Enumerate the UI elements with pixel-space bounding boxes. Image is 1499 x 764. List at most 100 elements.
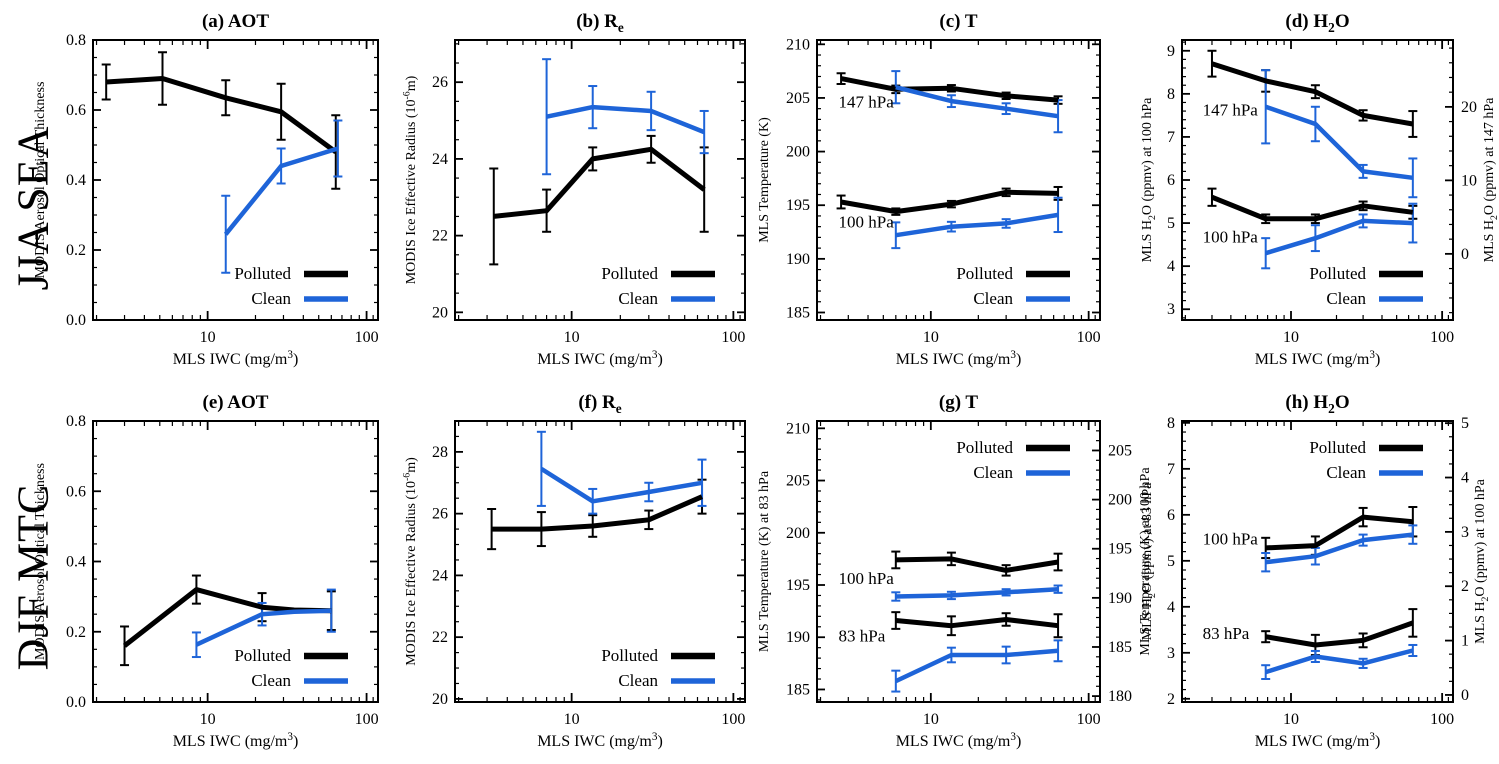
panel-b: 10 100 20 22 24 26 Polluted Clean (b) Re MLS IWC … bbox=[402, 11, 746, 368]
y2-axis-label: MLS H2O (ppmv) at 100 hPa bbox=[1473, 478, 1491, 644]
legend-label-polluted: Polluted bbox=[956, 264, 1013, 283]
y-axis-label: MODIS Aerosol Optical Thickness bbox=[33, 82, 48, 279]
error-bars-clean bbox=[542, 58, 709, 176]
y2-tick-label: 2 bbox=[1461, 578, 1469, 595]
legend-label-clean: Clean bbox=[1326, 289, 1366, 308]
y-tick-label: 205 bbox=[786, 473, 810, 490]
x-tick-label: 100 bbox=[1430, 711, 1454, 728]
series-line-clean-100hPa bbox=[1265, 532, 1414, 565]
series-line-clean bbox=[223, 146, 339, 236]
y-tick-label: 8 bbox=[1167, 86, 1175, 103]
y-tick-label: 200 bbox=[786, 525, 810, 542]
y-tick-label: 0.0 bbox=[66, 694, 86, 711]
y-tick-label: 8 bbox=[1167, 415, 1175, 432]
panel-title: (d) H2O bbox=[1285, 11, 1349, 35]
y-tick-label: 205 bbox=[786, 90, 810, 107]
panel-title: (e) AOT bbox=[203, 392, 269, 413]
panel-g: 10 100 185 190 195 200 205 210 180 185 190 195 200 20… bbox=[757, 392, 1153, 750]
series-line-polluted bbox=[493, 146, 706, 219]
series-line-clean bbox=[195, 608, 332, 647]
y-tick-label: 22 bbox=[432, 228, 448, 245]
y-tick-label: 24 bbox=[432, 151, 448, 168]
y-tick-label: 210 bbox=[786, 36, 810, 53]
y-tick-label: 26 bbox=[432, 506, 448, 523]
x-axis-label: MLS IWC (mg/m3) bbox=[896, 731, 1022, 750]
legend: Polluted Clean bbox=[956, 438, 1070, 482]
pressure-annotation: 147 hPa bbox=[1203, 100, 1259, 119]
y-tick-label: 0.4 bbox=[66, 172, 86, 189]
x-tick-label: 100 bbox=[355, 329, 379, 346]
x-tick-label: 10 bbox=[200, 329, 216, 346]
y-tick-label: 0.8 bbox=[66, 32, 86, 49]
panel-title: (f) Re bbox=[578, 392, 621, 416]
error-bars-polluted bbox=[120, 574, 336, 667]
legend: Polluted Clean bbox=[1309, 264, 1423, 308]
y-tick-label: 0.6 bbox=[66, 483, 86, 500]
series-line-polluted-100hPa bbox=[895, 556, 1059, 573]
panel-title: (b) Re bbox=[576, 11, 624, 35]
y-tick-label: 20 bbox=[432, 304, 448, 321]
y-tick-label: 195 bbox=[786, 197, 810, 214]
pressure-annotation: 83 hPa bbox=[1203, 624, 1250, 643]
x-tick-label: 100 bbox=[721, 711, 745, 728]
x-axis-label: MLS IWC (mg/m3) bbox=[1255, 731, 1381, 750]
series-line-polluted bbox=[491, 494, 703, 532]
series-line-clean-100hPa bbox=[895, 586, 1059, 599]
x-tick-label: 10 bbox=[200, 711, 216, 728]
legend-label-clean: Clean bbox=[251, 289, 291, 308]
y-tick-label: 7 bbox=[1167, 461, 1175, 478]
y-tick-label: 3 bbox=[1167, 301, 1175, 318]
x-tick-label: 100 bbox=[1077, 711, 1101, 728]
legend-label-polluted: Polluted bbox=[1309, 438, 1366, 457]
legend: Polluted Clean bbox=[956, 264, 1070, 308]
pressure-annotation: 100 hPa bbox=[1203, 530, 1259, 549]
y2-tick-label: 0 bbox=[1461, 246, 1469, 263]
y-tick-label: 26 bbox=[432, 74, 448, 91]
y2-tick-label: 0 bbox=[1461, 687, 1469, 704]
x-axis-label: MLS IWC (mg/m3) bbox=[896, 349, 1022, 368]
y-tick-label: 6 bbox=[1167, 507, 1175, 524]
legend-label-polluted: Polluted bbox=[234, 646, 291, 665]
y2-tick-label: 195 bbox=[1108, 541, 1132, 558]
x-tick-label: 10 bbox=[923, 329, 939, 346]
legend: Polluted Clean bbox=[1309, 438, 1423, 482]
legend-label-clean: Clean bbox=[618, 671, 658, 690]
y-tick-label: 3 bbox=[1167, 645, 1175, 662]
error-bars-clean-100hPa bbox=[891, 584, 1063, 602]
legend: Polluted Clean bbox=[234, 264, 348, 308]
row-label-jja-sea: JJA SEA bbox=[8, 125, 58, 291]
y2-tick-label: 185 bbox=[1108, 639, 1132, 656]
plot-frame bbox=[1181, 420, 1454, 703]
x-tick-label: 100 bbox=[721, 329, 745, 346]
series-line-clean-83hPa bbox=[1265, 648, 1414, 675]
series-line-polluted-100hPa bbox=[840, 189, 1059, 215]
pressure-annotation: 100 hPa bbox=[838, 213, 894, 232]
x-axis-label: MLS IWC (mg/m3) bbox=[173, 349, 299, 368]
y2-tick-label: 1 bbox=[1461, 633, 1469, 650]
legend-label-clean: Clean bbox=[618, 289, 658, 308]
y2-axis-label: MLS H2O (ppmv) at 147 hPa bbox=[1482, 97, 1499, 263]
y2-tick-label: 3 bbox=[1461, 524, 1469, 541]
x-tick-label: 100 bbox=[1430, 329, 1454, 346]
series-line-clean bbox=[546, 104, 706, 135]
y-tick-label: 5 bbox=[1167, 553, 1175, 570]
series-line-polluted-83hPa bbox=[1265, 620, 1414, 648]
series-line-clean-147hPa bbox=[895, 85, 1059, 119]
y-tick-label: 28 bbox=[432, 444, 448, 461]
x-axis-label: MLS IWC (mg/m3) bbox=[1255, 349, 1381, 368]
pressure-annotation: 100 hPa bbox=[1203, 227, 1259, 246]
y2-tick-label: 190 bbox=[1108, 590, 1132, 607]
plot-frame bbox=[454, 39, 746, 321]
error-bars-clean bbox=[536, 430, 707, 515]
y-tick-label: 190 bbox=[786, 629, 810, 646]
y-tick-label: 20 bbox=[432, 691, 448, 708]
series-line-clean-83hPa bbox=[894, 648, 1059, 684]
legend-label-polluted: Polluted bbox=[601, 264, 658, 283]
y2-axis-label: MLS Temperature (K) at 100 hPa bbox=[1138, 467, 1153, 656]
y-tick-label: 0.2 bbox=[66, 624, 86, 641]
y-axis-label: MLS H2O (ppmv) at 83 hPa bbox=[1140, 482, 1158, 641]
error-bars-polluted bbox=[489, 134, 709, 266]
y-tick-label: 2 bbox=[1167, 691, 1175, 708]
y2-tick-label: 10 bbox=[1461, 172, 1477, 189]
